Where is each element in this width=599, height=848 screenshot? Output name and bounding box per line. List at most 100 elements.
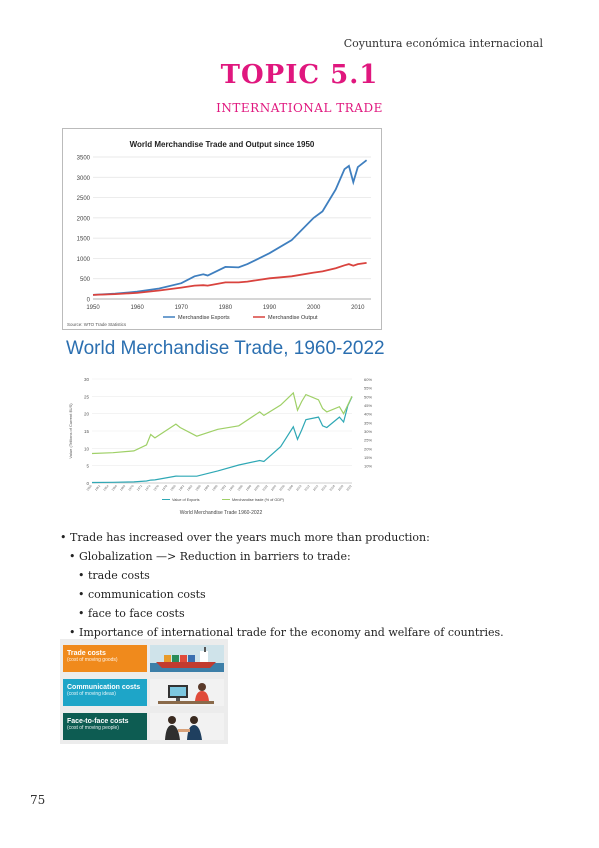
y2-tick-label: 20%: [364, 446, 372, 451]
trade-costs-bar: Trade costs (cost of moving goods): [63, 645, 147, 672]
x-tick-label: 1972: [136, 484, 144, 492]
y-tick-label: 25: [84, 394, 90, 399]
x-tick-label: 2012: [304, 484, 312, 492]
y-axis-label: Value (Trillions of Current $US): [68, 403, 73, 459]
x-tick-label: 1976: [153, 484, 161, 492]
x-tick-label: 1990: [211, 484, 219, 492]
header-right-text: Coyuntura económica internacional: [343, 37, 543, 50]
x-tick-label: 1962: [94, 484, 102, 492]
x-tick-label: 2006: [278, 484, 286, 492]
y-tick-label: 0: [86, 481, 89, 486]
x-tick-label: 1982: [178, 484, 186, 492]
x-tick-label: 1986: [194, 484, 202, 492]
chart-trade-2022: 0 5 10 15 20 25 30 10% 15% 20% 25% 30% 35% 40% 45% 50% 5…: [62, 367, 386, 519]
x-tick-label: 1974: [144, 484, 152, 492]
x-tick-label: 2020: [337, 484, 345, 492]
y-tick-label: 500: [80, 277, 91, 283]
x-tick-label: 2010: [351, 305, 365, 311]
y-tick-label: 0: [87, 298, 91, 304]
y2-tick-label: 25%: [364, 438, 372, 443]
series-line-exports-value: [91, 396, 353, 484]
legend-label: Merchandise Exports: [178, 315, 230, 321]
bullet-item: • communication costs: [78, 588, 206, 601]
y2-tick-label: 45%: [364, 403, 372, 408]
x-tick-label: 1984: [186, 484, 194, 492]
bullet-item: • trade costs: [78, 569, 150, 582]
y-tick-label: 5: [86, 464, 89, 469]
y2-tick-label: 15%: [364, 455, 372, 460]
y-tick-label: 1500: [77, 237, 91, 243]
x-tick-label: 2010: [295, 484, 303, 492]
y-tick-label: 2500: [77, 196, 91, 202]
x-tick-label: 1950: [86, 305, 100, 311]
chart-title: World Merchandise Trade and Output since…: [130, 140, 315, 149]
chart-trade-output-svg: World Merchandise Trade and Output since…: [67, 140, 371, 327]
x-tick-label: 1966: [111, 484, 119, 492]
x-tick-label: 1988: [203, 484, 211, 492]
bullet-item: • face to face costs: [78, 607, 185, 620]
chart-trade-2022-svg: 0 5 10 15 20 25 30 10% 15% 20% 25% 30% 35% 40% 45% 50% 5…: [68, 377, 386, 516]
chart-trade-output: World Merchandise Trade and Output since…: [62, 128, 382, 330]
legend-label: Merchandise Output: [268, 315, 318, 321]
x-tick-label: 2018: [329, 484, 337, 492]
y-tick-label: 15: [84, 429, 90, 434]
x-tick-label: 1996: [236, 484, 244, 492]
y2-tick-label: 60%: [364, 377, 372, 382]
bullet-item: • Importance of international trade for …: [69, 626, 504, 639]
x-tick-label: 1992: [220, 484, 228, 492]
x-tick-label: 2008: [287, 484, 295, 492]
x-tick-label: 2002: [262, 484, 270, 492]
y-tick-label: 10: [84, 446, 90, 451]
x-tick-label: 2000: [253, 484, 261, 492]
y2-tick-label: 40%: [364, 412, 372, 417]
x-tick-label: 1968: [119, 484, 127, 492]
series-line-output: [92, 262, 367, 296]
legend-label: Value of Exports: [172, 498, 200, 502]
face-to-face-costs-bar: Face-to-face costs (cost of moving peopl…: [63, 713, 147, 740]
x-tick-label: 1994: [228, 484, 236, 492]
topic-title: TOPIC 5.1: [220, 60, 379, 90]
x-tick-label: 1960: [85, 484, 93, 492]
bullet-item: • Trade has increased over the years muc…: [60, 531, 430, 544]
chart-trade-2022-title: World Merchandise Trade, 1960-2022: [66, 338, 385, 359]
chart-caption: World Merchandise Trade 1960-2022: [180, 510, 263, 516]
computer-worker-icon: [150, 679, 224, 706]
x-tick-label: 1980: [219, 305, 233, 311]
bullet-list: • Trade has increased over the years muc…: [60, 528, 504, 642]
communication-costs-bar: Communication costs (cost of moving idea…: [63, 679, 147, 706]
y-tick-label: 2000: [77, 216, 91, 222]
x-tick-label: 1970: [175, 305, 189, 311]
x-tick-label: 1978: [161, 484, 169, 492]
y2-tick-label: 10%: [364, 464, 372, 469]
globalization-costs-infographic: Trade costs (cost of moving goods) Commu…: [60, 639, 228, 744]
x-tick-label: 1980: [169, 484, 177, 492]
y-tick-label: 3000: [77, 176, 91, 182]
y-tick-label: 30: [84, 377, 90, 382]
x-tick-label: 2022: [345, 484, 353, 492]
x-tick-label: 1970: [127, 484, 135, 492]
series-line-exports: [92, 159, 368, 296]
cargo-ship-icon: [150, 645, 224, 672]
bullet-item: • Globalization —> Reduction in barriers…: [69, 550, 351, 563]
topic-subtitle: INTERNATIONAL TRADE: [216, 101, 383, 115]
y2-tick-label: 55%: [364, 386, 372, 391]
x-tick-label: 1998: [245, 484, 253, 492]
y-tick-label: 1000: [77, 257, 91, 263]
x-tick-label: 1960: [130, 305, 144, 311]
x-tick-label: 1990: [263, 305, 277, 311]
x-tick-label: 2000: [307, 305, 321, 311]
chart-source: Source: WTO Trade Statistics: [67, 322, 127, 327]
series-line-trade-share: [91, 391, 353, 455]
y2-tick-label: 50%: [364, 394, 372, 399]
x-tick-label: 1964: [102, 484, 110, 492]
x-tick-label: 2004: [270, 484, 278, 492]
x-tick-label: 2016: [320, 484, 328, 492]
y2-tick-label: 30%: [364, 429, 372, 434]
handshake-icon: [150, 713, 224, 740]
y2-tick-label: 35%: [364, 420, 372, 425]
legend-label: Merchandise trade (% of GDP): [232, 498, 285, 502]
y-tick-label: 20: [84, 412, 90, 417]
y-tick-label: 3500: [77, 156, 91, 162]
page-number: 75: [30, 793, 46, 807]
x-tick-label: 2014: [312, 484, 320, 492]
